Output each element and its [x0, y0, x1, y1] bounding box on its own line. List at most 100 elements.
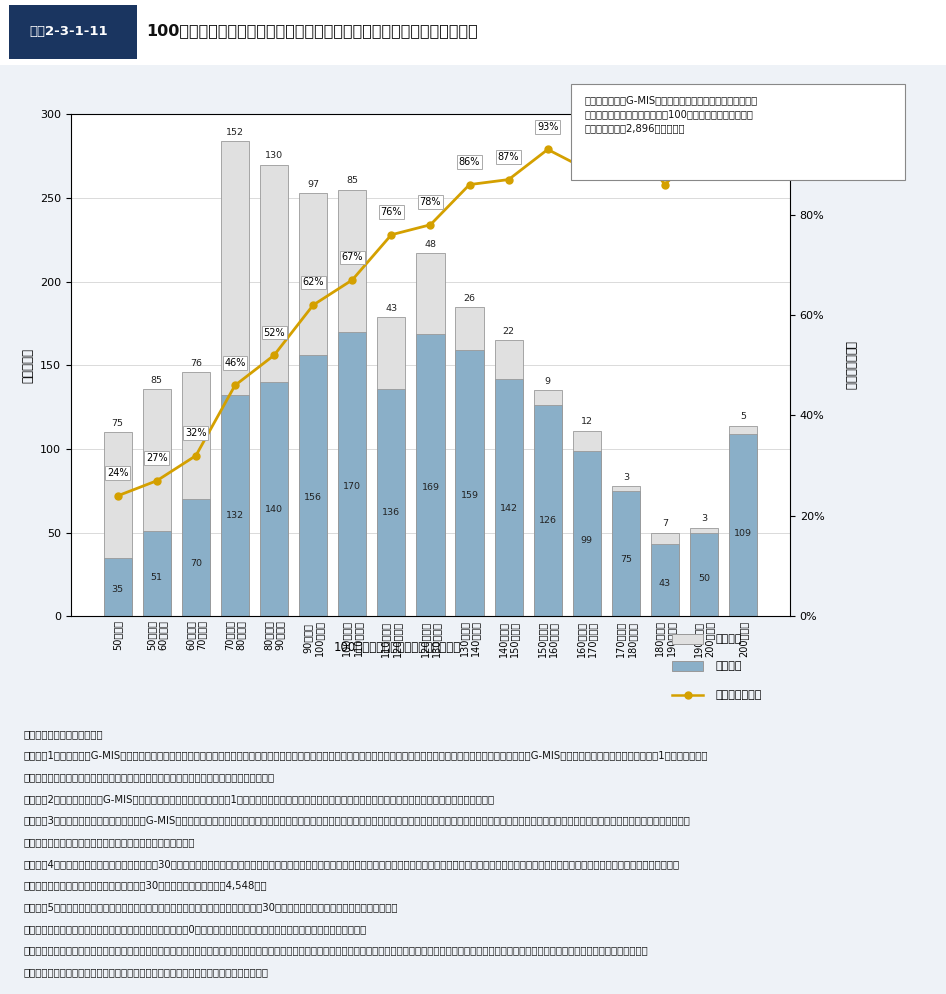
- Bar: [416, 334, 445, 616]
- Text: ＊　医療従事者数は医師、歯科医師、看護師、准看護師、助産師、薬剤師、診療放射線技師、臨床検査技師、臨床工学技士（新型インフル特措法における医療従事者の定義におけ: ＊ 医療従事者数は医師、歯科医師、看護師、准看護師、助産師、薬剤師、診療放射線技…: [24, 945, 648, 955]
- Bar: [729, 425, 757, 616]
- Y-axis label: 受入可能の割合: 受入可能の割合: [843, 341, 856, 390]
- Text: 132: 132: [226, 511, 244, 521]
- Bar: [673, 661, 703, 671]
- Text: 96%: 96%: [615, 106, 637, 117]
- Bar: [495, 340, 523, 616]
- Text: 52%: 52%: [263, 328, 285, 338]
- Bar: [221, 396, 249, 616]
- Text: 51: 51: [150, 573, 163, 582]
- Text: 142: 142: [499, 504, 517, 513]
- Text: 67%: 67%: [342, 252, 363, 262]
- Text: 100床あたりの常勤換算医療従事者別の新型コロナ患者受入可能医療機関: 100床あたりの常勤換算医療従事者別の新型コロナ患者受入可能医療機関: [147, 24, 479, 39]
- Text: 99: 99: [581, 537, 593, 546]
- Text: 85: 85: [150, 376, 163, 385]
- Bar: [572, 450, 601, 616]
- Text: 32%: 32%: [185, 428, 206, 438]
- Bar: [729, 434, 757, 616]
- Text: 130: 130: [265, 151, 283, 160]
- Text: 159: 159: [461, 491, 479, 500]
- Text: 140: 140: [265, 505, 283, 514]
- Bar: [338, 190, 366, 616]
- Bar: [338, 332, 366, 616]
- Text: 受入可能: 受入可能: [716, 661, 743, 671]
- Bar: [455, 307, 483, 616]
- Text: 94%: 94%: [693, 117, 715, 127]
- Text: 156: 156: [305, 493, 323, 502]
- Bar: [673, 634, 703, 644]
- Y-axis label: 医療機関数: 医療機関数: [22, 348, 35, 383]
- Text: 109: 109: [734, 529, 752, 538]
- Bar: [260, 382, 289, 616]
- Text: 169: 169: [421, 483, 440, 492]
- Text: 35: 35: [112, 585, 124, 594]
- Bar: [534, 391, 562, 616]
- Text: 136: 136: [382, 508, 400, 517]
- Text: 27%: 27%: [146, 453, 167, 463]
- Bar: [651, 545, 679, 616]
- Text: 患者を受け入れていると報告していない医療機関: 患者を受け入れていると報告していない医療機関: [24, 837, 195, 847]
- Text: 受入可能の割合: 受入可能の割合: [716, 690, 762, 700]
- Text: 43: 43: [659, 580, 671, 588]
- Text: 46%: 46%: [224, 358, 246, 368]
- Bar: [455, 350, 483, 616]
- Text: 86%: 86%: [655, 157, 675, 167]
- Bar: [299, 193, 327, 616]
- Bar: [495, 379, 523, 616]
- Text: 85: 85: [346, 176, 359, 186]
- Text: 図表2-3-1-11: 図表2-3-1-11: [29, 25, 108, 38]
- Text: 170: 170: [343, 482, 361, 491]
- Text: ＊　常勤換算医療従事者数を未報告等の理由により0人と報告されている医療機関については分析対象外としている: ＊ 常勤換算医療従事者数を未報告等の理由により0人と報告されている医療機関につい…: [24, 923, 367, 933]
- Bar: [690, 533, 718, 616]
- Bar: [377, 389, 406, 616]
- Text: することができない保健師、歯科衛生士、救急救命士を除いたもの）とした: することができない保健師、歯科衛生士、救急救命士を除いたもの）とした: [24, 967, 269, 977]
- Bar: [572, 430, 601, 616]
- Text: 76%: 76%: [380, 207, 402, 218]
- Text: 97: 97: [307, 180, 319, 189]
- Text: 2　受入実績あり：G-MISで報告のあった医療機関について、1人以上新型コロナウイルス感染症の入院患者を受け入れていると報告したことのある医療機関: 2 受入実績あり：G-MISで報告のあった医療機関について、1人以上新型コロナウ…: [24, 794, 495, 804]
- Bar: [416, 253, 445, 616]
- Text: 24%: 24%: [107, 468, 129, 478]
- Text: 5　常勤換算医療従事者数、病床数（一般病床・療養病床の許可病床）：平成30年度病床機能報告にて報告された内容を引用: 5 常勤換算医療従事者数、病床数（一般病床・療養病床の許可病床）：平成30年度病…: [24, 903, 398, 912]
- Bar: [377, 317, 406, 616]
- Text: 48: 48: [425, 240, 436, 249]
- Text: 告した医療機関も含む〕（平成30年度病床機能報告）ｎ＝4,548病院: 告した医療機関も含む〕（平成30年度病床機能報告）ｎ＝4,548病院: [24, 881, 267, 891]
- Bar: [9, 5, 137, 60]
- Text: ナウイルス感染症の入院患者を受け入れていると報告したことのある医療機関: ナウイルス感染症の入院患者を受け入れていると報告したことのある医療機関: [24, 772, 274, 782]
- Bar: [104, 432, 131, 616]
- Text: 96%: 96%: [732, 106, 754, 117]
- Bar: [651, 533, 679, 616]
- Text: （注）　1　受入可能：G-MISで報告のあった医療機関について、新型コロナウイルス感染症の入院患者を受入可能な病床が１床以上あると報告したことのある医療機関。ま: （注） 1 受入可能：G-MISで報告のあった医療機関について、新型コロナウイル…: [24, 750, 708, 760]
- Text: 62%: 62%: [303, 277, 324, 287]
- Bar: [221, 141, 249, 616]
- Text: 87%: 87%: [498, 152, 519, 162]
- Bar: [143, 531, 171, 616]
- Text: 86%: 86%: [459, 157, 481, 167]
- Bar: [104, 558, 131, 616]
- Text: 78%: 78%: [420, 197, 441, 207]
- Text: 資料：厚生労働省医政局調べ: 資料：厚生労働省医政局調べ: [24, 729, 103, 739]
- Bar: [182, 372, 210, 616]
- Text: 70: 70: [190, 559, 201, 568]
- Text: 3　受入可能のうち受入実績なし：G-MISで報告のあった医療機関について、新型コロナウイルス感染症の入院患者を受入可能な病床が１床以上あると報告したことのある医: 3 受入可能のうち受入実績なし：G-MISで報告のあった医療機関について、新型コ…: [24, 815, 691, 825]
- FancyBboxPatch shape: [571, 83, 904, 180]
- Text: 75: 75: [620, 555, 632, 564]
- Bar: [612, 491, 639, 616]
- Text: 対象医療機関：G-MISで報告のあった全医療機関のうち急性
期病棟を有する医療機関から、100床未満の医療機関を除外
した医療機関（2,896医療機関）: 対象医療機関：G-MISで報告のあった全医療機関のうち急性 期病棟を有する医療機…: [585, 95, 758, 133]
- Bar: [534, 406, 562, 616]
- Bar: [143, 389, 171, 616]
- Text: 7: 7: [662, 520, 668, 529]
- Text: 3: 3: [622, 472, 629, 481]
- Text: 3: 3: [701, 515, 707, 524]
- Text: 43: 43: [385, 303, 397, 312]
- Text: 100床あたりの常勤換算医療従事者数: 100床あたりの常勤換算医療従事者数: [334, 641, 461, 654]
- Text: 75: 75: [112, 419, 124, 428]
- Text: 76: 76: [190, 359, 201, 368]
- Text: 5: 5: [740, 413, 746, 421]
- Bar: [299, 355, 327, 616]
- Text: 12: 12: [581, 417, 593, 426]
- Text: 9: 9: [545, 377, 551, 387]
- Bar: [182, 499, 210, 616]
- Text: 126: 126: [538, 516, 556, 525]
- Text: 4　急性期病棟を有する医療機関：平成30年度病床機能報告において高度急性期・急性期の機能を持つ病棟を有すると報告された医療機関〔高度急性期・急性期病棟だけではな: 4 急性期病棟を有する医療機関：平成30年度病床機能報告において高度急性期・急性…: [24, 859, 679, 869]
